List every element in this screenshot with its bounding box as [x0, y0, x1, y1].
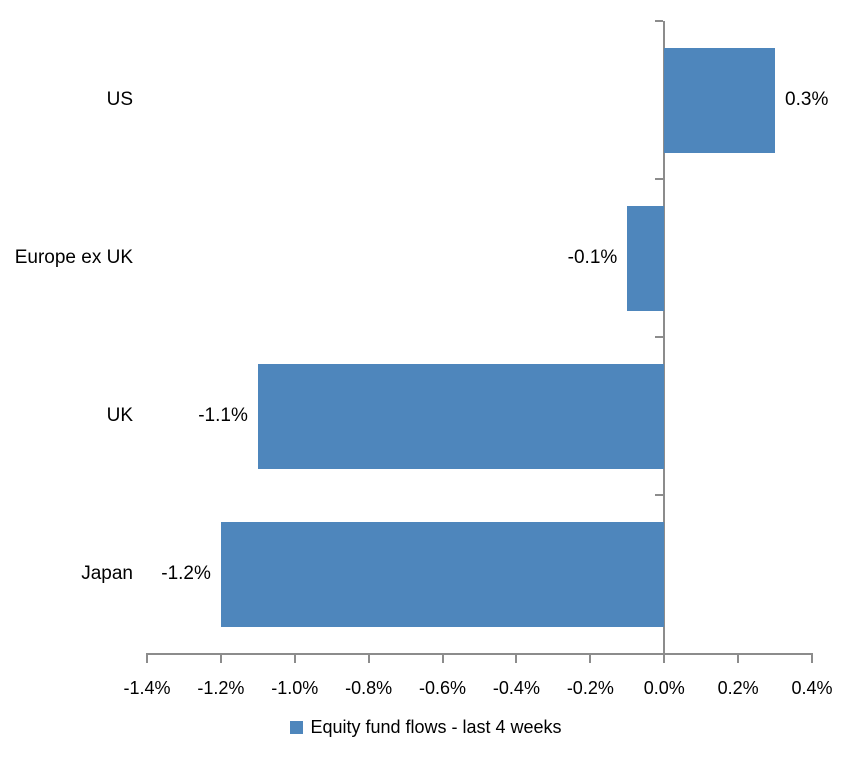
bar-us: [664, 47, 776, 153]
category-label-us: US: [106, 89, 133, 110]
x-axis-tick: [367, 653, 370, 663]
x-axis-tick: [589, 653, 592, 663]
legend-label: Equity fund flows - last 4 weeks: [310, 717, 562, 737]
x-axis-line: [146, 653, 813, 655]
x-axis-tick: [219, 653, 222, 663]
x-tick-label: 0.0%: [643, 678, 685, 698]
data-label-japan: -1.2%: [161, 563, 211, 584]
data-label-us: 0.3%: [785, 89, 829, 110]
category-boundary-tick: [655, 494, 664, 496]
category-label-japan: Japan: [81, 563, 133, 584]
x-axis-tick: [293, 653, 296, 663]
category-label-europe-ex-uk: Europe ex UK: [14, 247, 133, 268]
x-tick-label: -0.2%: [566, 678, 614, 698]
category-boundary-tick: [655, 336, 664, 338]
bar-japan: [220, 521, 665, 627]
x-tick-label: -1.4%: [123, 678, 171, 698]
data-label-europe-ex-uk: -0.1%: [567, 247, 618, 268]
data-label-uk: -1.1%: [198, 405, 248, 426]
legend-color-swatch: [290, 720, 304, 734]
x-tick-label: 0.4%: [791, 678, 833, 698]
x-axis-tick: [146, 653, 148, 663]
bar-uk: [257, 363, 665, 469]
x-axis-tick: [515, 653, 518, 663]
x-tick-label: -0.8%: [345, 678, 393, 698]
legend: Equity fund flows - last 4 weeks: [0, 716, 852, 738]
x-axis-tick: [811, 653, 813, 663]
x-tick-label: -0.4%: [492, 678, 540, 698]
x-tick-label: -1.0%: [271, 678, 319, 698]
category-boundary-tick: [655, 20, 664, 22]
zero-axis-line: [663, 21, 666, 653]
category-boundary-tick: [655, 178, 664, 180]
x-tick-label: -0.6%: [419, 678, 467, 698]
x-axis-tick: [737, 653, 740, 663]
x-axis-tick: [441, 653, 444, 663]
x-tick-label: -1.2%: [197, 678, 245, 698]
bar-europe-ex-uk: [627, 205, 665, 311]
x-axis-tick: [663, 653, 666, 663]
category-label-uk: UK: [106, 405, 133, 426]
x-tick-label: 0.2%: [717, 678, 759, 698]
